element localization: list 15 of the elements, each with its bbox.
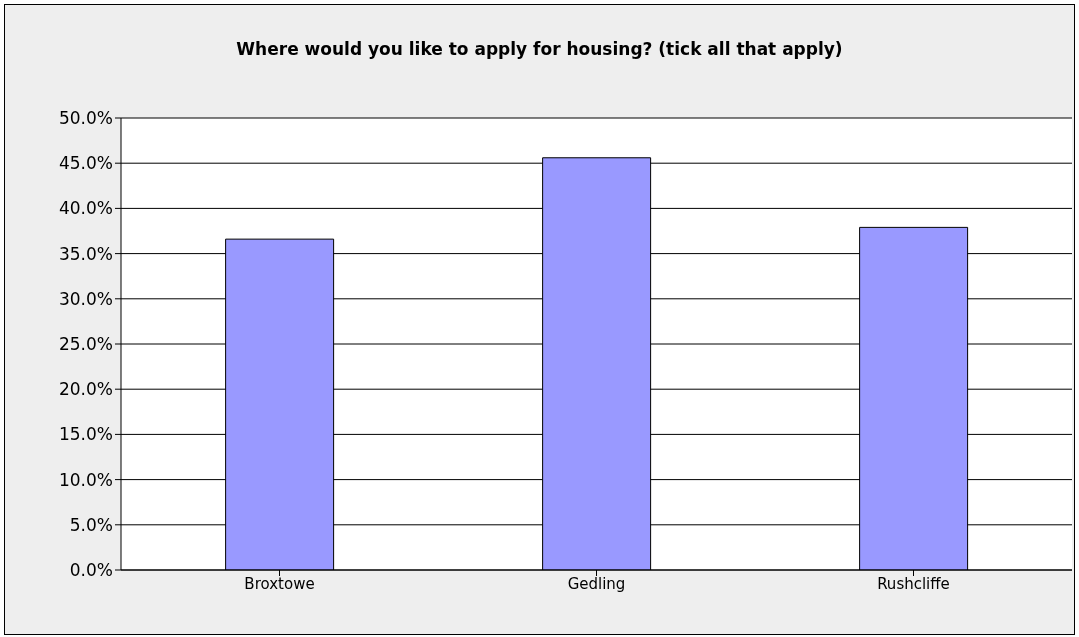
y-tick-label: 25.0% xyxy=(58,334,113,355)
y-tick-label: 10.0% xyxy=(58,469,113,490)
y-tick-label: 15.0% xyxy=(58,424,113,445)
y-tick-label: 45.0% xyxy=(58,153,113,174)
x-tick-label: Broxtowe xyxy=(244,574,315,593)
y-tick-label: 0.0% xyxy=(69,560,113,581)
x-tick-label: Gedling xyxy=(567,574,626,593)
x-tick-label: Rushcliffe xyxy=(877,574,950,593)
y-tick-label: 30.0% xyxy=(58,288,113,309)
y-tick-label: 5.0% xyxy=(69,514,113,535)
y-tick-label: 40.0% xyxy=(58,198,113,219)
y-tick-label: 35.0% xyxy=(58,243,113,264)
y-tick-label: 20.0% xyxy=(58,379,113,400)
y-tick-label: 50.0% xyxy=(58,108,113,129)
chart-title: Where would you like to apply for housing? (tick all that apply) xyxy=(235,39,844,59)
